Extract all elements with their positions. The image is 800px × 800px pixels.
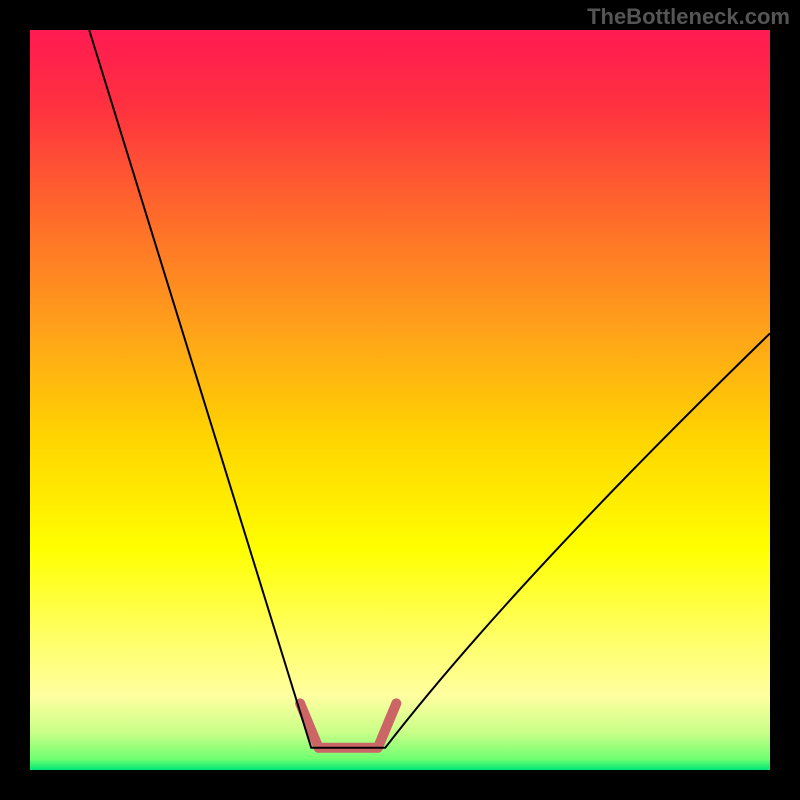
chart-background bbox=[30, 30, 770, 770]
watermark-text: TheBottleneck.com bbox=[587, 4, 790, 30]
bottleneck-curve-chart bbox=[30, 30, 770, 770]
chart-frame: TheBottleneck.com bbox=[0, 0, 800, 800]
